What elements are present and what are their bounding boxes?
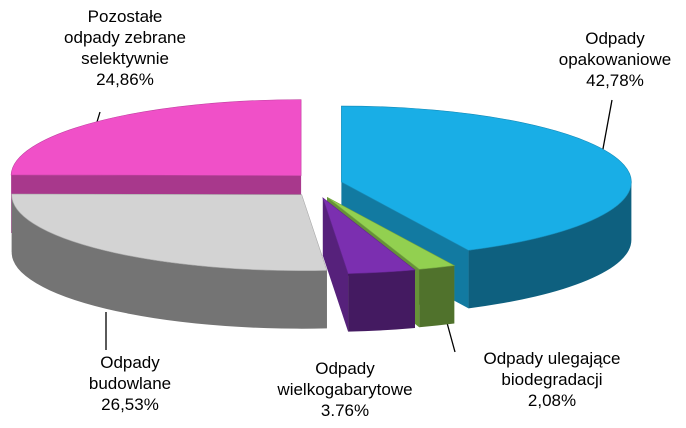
- slice-side: [468, 182, 632, 309]
- slice-label: Odpady ulegające biodegradacji: [483, 349, 620, 389]
- slice-side: [11, 194, 327, 329]
- slice: [341, 105, 632, 251]
- value-label: 24,86%: [96, 70, 154, 89]
- pie: Odpady opakowaniowe 42,78% Odpady ulegające…: [10, 7, 671, 420]
- slice-label: Odpady opakowaniowe: [559, 29, 671, 69]
- slice-wall: [322, 197, 349, 332]
- slice: [10, 99, 302, 176]
- slice-label: Pozostałe odpady zebrane selektywnie: [64, 7, 186, 68]
- slice-label: Odpady budowlane: [89, 353, 171, 393]
- value-label: 3.76%: [321, 401, 369, 420]
- slice-side: [348, 269, 415, 332]
- slice: [326, 196, 456, 270]
- slice: [322, 197, 416, 274]
- value-label: 26,53%: [101, 395, 159, 414]
- slice-label: Odpady wielkogabarytowe: [276, 359, 412, 399]
- slice-side: [419, 265, 455, 328]
- value-label: 2,08%: [528, 391, 576, 410]
- slice: [11, 193, 328, 271]
- value-label: 42,78%: [586, 71, 644, 90]
